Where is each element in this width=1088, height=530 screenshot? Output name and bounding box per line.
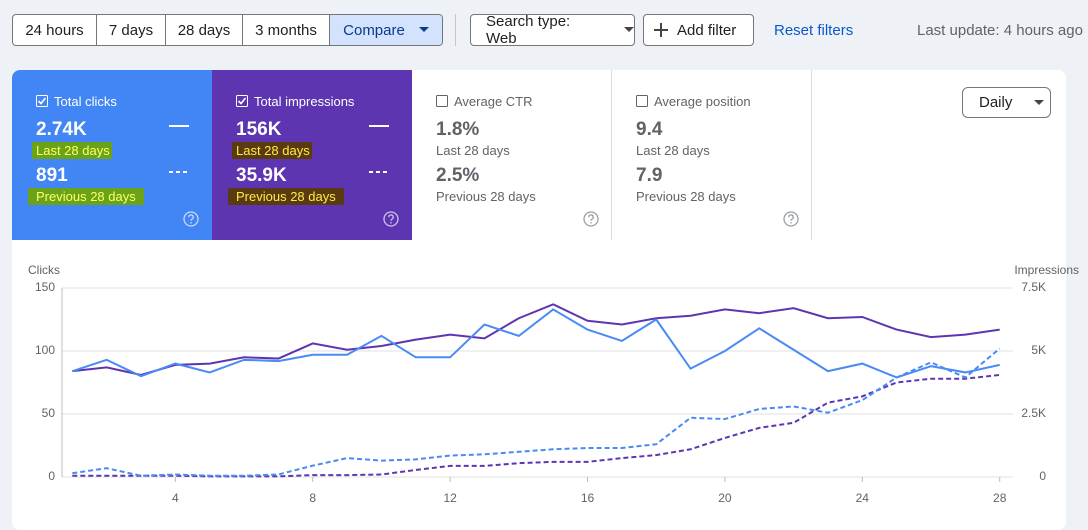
y-axis-label: Clicks: [28, 263, 60, 277]
previous-value: 2.5%: [436, 165, 480, 186]
series-line: [71, 308, 1000, 379]
line-key: [169, 125, 189, 173]
y2-axis-label: Impressions: [1014, 263, 1079, 277]
y-tick-label: 0: [48, 469, 55, 483]
x-tick-label: 24: [856, 491, 870, 505]
y2-tick-label: 5K: [1031, 343, 1046, 357]
previous-value: 891: [36, 165, 68, 186]
metric-card[interactable]: Average position 9.4 Last 28 days 7.9 Previo…: [612, 70, 812, 240]
checkbox[interactable]: [636, 95, 648, 107]
compare-label: Compare: [343, 21, 405, 39]
metric-label: Average position: [654, 94, 751, 109]
range-button[interactable]: 3 months: [243, 15, 330, 45]
current-period: Last 28 days: [32, 142, 112, 159]
previous-period: Previous 28 days: [228, 188, 344, 205]
y-tick-label: 100: [35, 343, 55, 357]
caret: [624, 27, 634, 32]
search-type-label: Search type: Web: [486, 13, 571, 47]
current-value: 1.8%: [436, 119, 480, 140]
add-filter-button[interactable]: Add filter: [643, 14, 754, 46]
current-period: Last 28 days: [436, 143, 510, 158]
metric-card[interactable]: Average CTR 1.8% Last 28 days 2.5% Previous …: [412, 70, 612, 240]
x-tick-label: 28: [993, 491, 1007, 505]
checkbox[interactable]: [36, 95, 48, 107]
line-key: [369, 125, 389, 173]
metric-card[interactable]: Total clicks 2.74K Last 28 days 891 Previous…: [12, 70, 212, 240]
checkbox[interactable]: [236, 95, 248, 107]
caret: [1034, 99, 1045, 105]
y-tick-label: 150: [35, 280, 55, 294]
previous-period: Previous 28 days: [636, 189, 736, 204]
help-icon[interactable]: [183, 211, 199, 227]
range-button[interactable]: 7 days: [97, 15, 166, 45]
previous-value: 7.9: [636, 165, 663, 186]
compare-button[interactable]: Compare: [330, 15, 442, 45]
x-tick-label: 16: [581, 491, 595, 505]
metric-label: Total clicks: [54, 94, 117, 109]
reset-filters[interactable]: Reset filters: [774, 22, 854, 39]
current-value: 156K: [236, 119, 282, 140]
x-tick-label: 4: [172, 491, 179, 505]
metric-label: Average CTR: [454, 94, 533, 109]
y2-tick-label: 7.5K: [1021, 280, 1046, 294]
plus-icon: [654, 23, 668, 37]
search-type-button[interactable]: Search type: Web: [470, 13, 635, 47]
series-line: [72, 347, 1001, 477]
granularity-button[interactable]: Daily: [962, 87, 1051, 118]
current-period: Last 28 days: [636, 143, 710, 158]
divider: [455, 14, 456, 46]
y-tick-label: 50: [42, 406, 56, 420]
checkbox[interactable]: [436, 95, 448, 107]
help-icon[interactable]: [583, 211, 599, 227]
current-value: 2.74K: [36, 119, 87, 140]
date-range: 24 hours 7 days 28 days 3 months Compare: [12, 14, 443, 46]
previous-period: Previous 28 days: [28, 188, 144, 205]
current-period: Last 28 days: [232, 142, 312, 159]
previous-value: 35.9K: [236, 165, 287, 186]
series-line: [72, 373, 1000, 478]
caret: [418, 27, 429, 32]
x-tick-label: 8: [309, 491, 316, 505]
last-update: Last update: 4 hours ago: [917, 22, 1083, 39]
metric-label: Total impressions: [254, 94, 355, 109]
metric-card[interactable]: Total impressions 156K Last 28 days 35.9K Pr…: [212, 70, 412, 240]
granularity-label: Daily: [979, 94, 1013, 111]
help-icon[interactable]: [383, 211, 399, 227]
range-button[interactable]: 24 hours: [13, 15, 97, 45]
x-tick-label: 12: [443, 491, 457, 505]
add-filter-label: Add filter: [677, 21, 737, 39]
y2-tick-label: 0: [1039, 469, 1046, 483]
current-value: 9.4: [636, 119, 663, 140]
previous-period: Previous 28 days: [436, 189, 536, 204]
help-icon[interactable]: [783, 211, 799, 227]
y2-tick-label: 2.5K: [1021, 406, 1046, 420]
range-button[interactable]: 28 days: [166, 15, 243, 45]
x-tick-label: 20: [718, 491, 732, 505]
series-line: [72, 303, 1000, 376]
